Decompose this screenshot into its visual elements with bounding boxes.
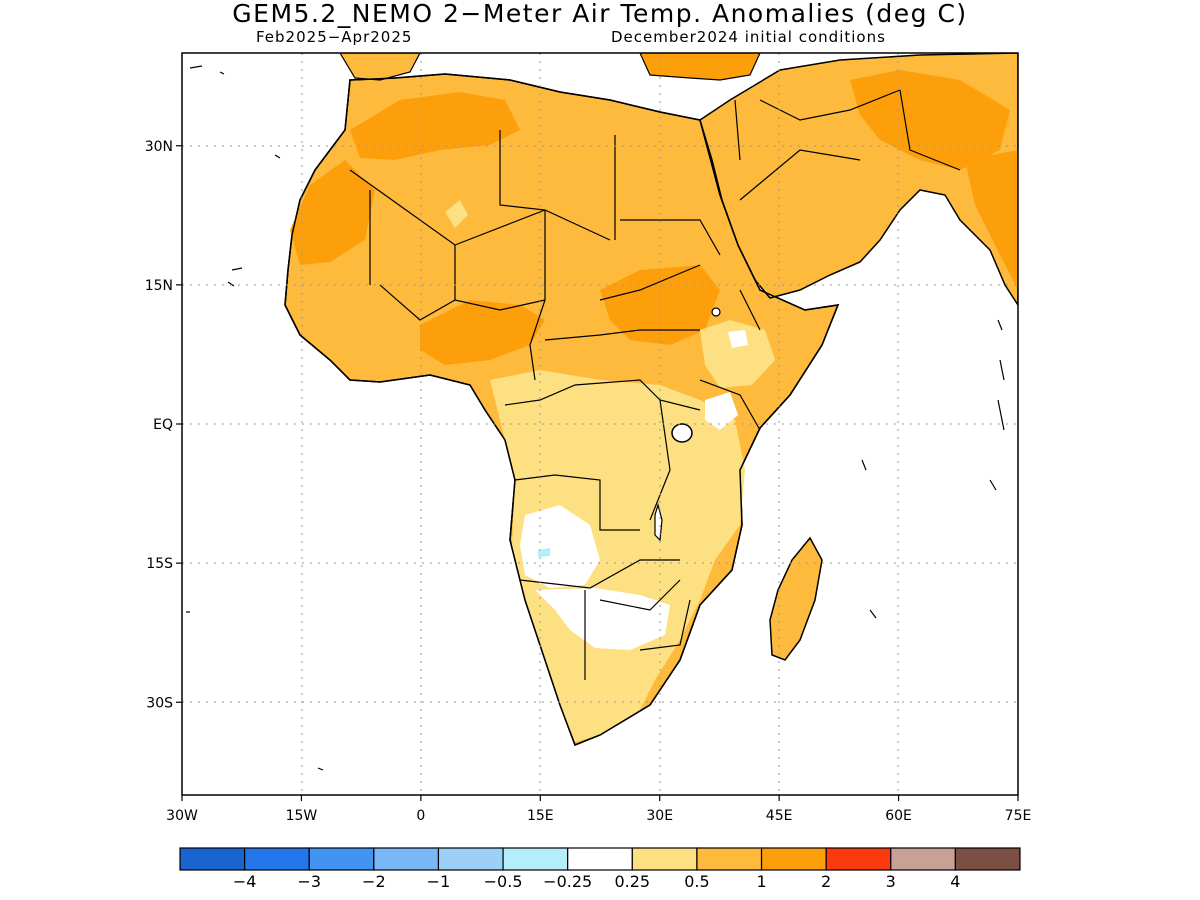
colorbar-label: −2 (362, 872, 386, 891)
lat-tick-label: 30N (145, 139, 173, 155)
colorbar-swatch (373, 847, 440, 871)
cold-anomaly-spot (538, 548, 550, 557)
small-islands (186, 65, 1005, 771)
eastern-europe-landmass (639, 53, 761, 81)
lon-tick-label: 75E (1005, 808, 1032, 824)
neutral-patch-namibia-botswana (535, 588, 670, 650)
colorbar-swatch (244, 847, 310, 871)
anomaly-patch-iran (850, 70, 1010, 170)
lon-tick-label: 30E (646, 808, 673, 824)
gridlines (182, 53, 1018, 795)
colorbar-label: 2 (821, 872, 831, 891)
anomaly-patch-west-africa (420, 300, 545, 365)
neutral-patch-kenya (705, 392, 738, 430)
lat-tick-label: 30S (146, 695, 173, 711)
lat-tick-label: 15N (145, 278, 173, 294)
madagascar (769, 536, 823, 661)
latitude-axis: 30N 15N EQ 15S 30S (145, 139, 182, 711)
colorbar-label: 0.25 (614, 872, 650, 891)
anomaly-patch-central-east-africa (490, 370, 745, 742)
colorbar-swatch (179, 847, 246, 871)
anomaly-patch-india (965, 150, 1018, 290)
neutral-patch-sahara (445, 200, 468, 228)
colorbar-label: −4 (233, 872, 257, 891)
colorbar-label: −3 (297, 872, 321, 891)
colorbar-swatch (437, 847, 504, 871)
colorbar-swatch (631, 847, 698, 871)
neutral-patch-ethiopia (728, 330, 748, 348)
colorbar-swatch (308, 847, 375, 871)
europe-landmass (339, 53, 421, 81)
colorbar-label: 1 (756, 872, 766, 891)
colorbar-label: −0.25 (543, 872, 592, 891)
anomaly-patch-north-africa (350, 92, 520, 160)
colorbar-label: 0.5 (684, 872, 709, 891)
colorbar-swatch (890, 847, 956, 871)
anomaly-patch-sahara-west (290, 160, 375, 265)
colorbar-label: 4 (950, 872, 960, 891)
africa-coastline (284, 73, 840, 746)
anomaly-patch-ethiopia (700, 320, 775, 388)
colorbar-swatch (954, 847, 1021, 871)
country-borders (349, 89, 961, 680)
lon-tick-label: 15W (286, 808, 318, 824)
lon-tick-label: 15E (527, 808, 554, 824)
lake-victoria (671, 423, 693, 443)
colorbar-label: 3 (886, 872, 896, 891)
initial-conditions-label: December2024 initial conditions (611, 28, 886, 46)
lon-tick-label: 30W (166, 808, 198, 824)
lon-tick-label: 45E (766, 808, 793, 824)
lat-tick-label: 15S (146, 556, 173, 572)
colorbar-label: −0.5 (484, 872, 523, 891)
lake-tana (711, 307, 721, 317)
lat-tick-label: EQ (153, 417, 173, 433)
valid-period-label: Feb2025−Apr2025 (256, 28, 413, 46)
colorbar-swatch (502, 847, 569, 871)
colorbar-swatch (567, 847, 633, 871)
longitude-axis: 30W 15W 0 15E 30E 45E 60E 75E (166, 795, 1031, 824)
figure-title: GEM5.2_NEMO 2−Meter Air Temp. Anomalies … (232, 0, 968, 28)
colorbar: −4 −3 −2 −1 −0.5 −0.25 0.25 0.5 1 2 3 4 (179, 847, 1021, 891)
colorbar-swatch (825, 847, 892, 871)
map-area (182, 53, 1018, 795)
lon-tick-label: 60E (885, 808, 912, 824)
colorbar-swatch (760, 847, 827, 871)
colorbar-label: −1 (427, 872, 451, 891)
lon-tick-label: 0 (416, 808, 425, 824)
lake-malawi (654, 502, 663, 542)
colorbar-swatch (696, 847, 763, 871)
